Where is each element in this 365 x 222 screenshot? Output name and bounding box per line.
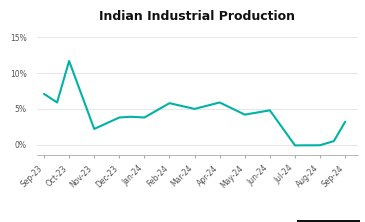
Title: Indian Industrial Production: Indian Industrial Production [99, 10, 295, 23]
